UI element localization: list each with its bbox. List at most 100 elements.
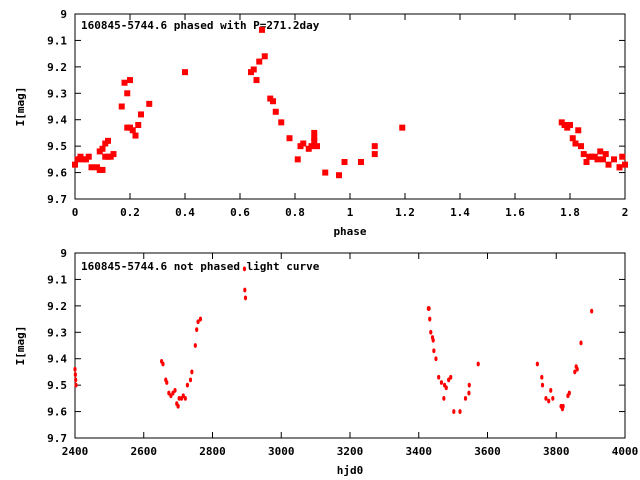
data-point (88, 164, 95, 171)
x-tick-label: 2600 (131, 445, 158, 458)
data-point (176, 403, 180, 409)
data-point (85, 153, 92, 160)
data-point (138, 111, 144, 118)
data-point (544, 395, 548, 401)
x-tick-label: 3400 (406, 445, 433, 458)
data-point (605, 161, 612, 168)
data-point (242, 266, 247, 272)
data-point (399, 124, 406, 131)
data-point (129, 127, 136, 134)
data-point (467, 382, 471, 388)
data-point (371, 143, 378, 150)
y-tick-label: 9.7 (47, 432, 67, 445)
data-point (121, 79, 128, 86)
data-point (341, 159, 348, 165)
y-tick-label: 9.4 (47, 353, 67, 366)
data-point (567, 390, 571, 396)
data-point (442, 395, 446, 401)
data-point (165, 380, 169, 385)
data-point (259, 26, 265, 33)
y-axis-label: I[mag] (14, 87, 27, 127)
x-tick-label: 0.8 (285, 206, 305, 219)
data-point (73, 372, 77, 377)
data-point (177, 395, 181, 401)
x-tick-label: 2800 (199, 445, 226, 458)
data-point (99, 145, 106, 152)
y-tick-label: 9.5 (47, 379, 67, 392)
data-point (105, 137, 111, 144)
y-tick-label: 9.6 (47, 406, 67, 419)
x-tick-label: 1.8 (560, 206, 580, 219)
x-tick-label: 3000 (268, 445, 295, 458)
data-point (619, 153, 626, 160)
data-point (432, 348, 436, 354)
data-point (449, 374, 453, 380)
y-tick-label: 9.2 (47, 300, 67, 313)
x-tick-label: 0.6 (230, 206, 250, 219)
x-tick-label: 4000 (612, 445, 639, 458)
data-point (578, 143, 584, 150)
x-tick-label: 0.2 (120, 206, 140, 219)
data-point (575, 127, 582, 134)
data-point (99, 166, 106, 173)
x-tick-label: 3600 (474, 445, 501, 458)
data-point (183, 395, 187, 401)
x-tick-label: 1.4 (450, 206, 470, 219)
data-point (622, 161, 628, 168)
x-tick-label: 2400 (62, 445, 89, 458)
data-point (616, 164, 623, 171)
data-point (549, 388, 553, 393)
data-point (294, 156, 301, 163)
x-axis-label: phase (333, 225, 366, 238)
data-point (182, 69, 188, 76)
data-point (434, 356, 438, 362)
data-point (371, 151, 378, 158)
y-tick-label: 9 (60, 247, 67, 260)
plot-frame (74, 13, 626, 200)
y-tick-label: 9.4 (47, 114, 67, 127)
y-tick-label: 9.1 (47, 34, 67, 47)
data-point (535, 361, 539, 367)
data-point (250, 66, 257, 73)
data-point (188, 377, 193, 383)
data-point (547, 398, 551, 404)
data-point (278, 119, 285, 126)
data-point (161, 361, 165, 367)
data-point (467, 390, 471, 396)
x-tick-label: 0.4 (175, 206, 195, 219)
data-point (132, 132, 139, 139)
data-point (185, 382, 190, 388)
data-point (286, 135, 293, 142)
data-point (597, 148, 604, 155)
y-tick-label: 9.7 (47, 193, 67, 206)
plot-frame (74, 252, 626, 439)
data-point (261, 53, 268, 60)
data-point (427, 306, 431, 311)
data-point (572, 140, 579, 147)
data-point (256, 58, 263, 65)
data-point (580, 151, 587, 158)
x-tick-label: 1.6 (505, 206, 525, 219)
data-point (190, 369, 194, 375)
data-point (311, 129, 318, 136)
chart-title: 160845-5744.6 phased with P=271.2day (81, 19, 320, 32)
data-point (573, 369, 577, 375)
data-point (463, 395, 468, 401)
y-tick-label: 9 (60, 8, 67, 21)
data-point (583, 159, 590, 165)
data-point (270, 98, 276, 105)
data-point (444, 385, 448, 391)
y-tick-label: 9.5 (47, 140, 67, 153)
data-point (429, 329, 433, 335)
data-point (127, 77, 133, 84)
data-point (243, 295, 248, 301)
data-point (611, 156, 617, 163)
data-point (600, 156, 606, 163)
data-point (110, 151, 117, 158)
data-point (439, 380, 444, 385)
data-point (72, 161, 78, 168)
data-point (602, 151, 609, 158)
data-point (195, 327, 199, 333)
data-point (594, 156, 601, 163)
data-point (118, 103, 125, 110)
